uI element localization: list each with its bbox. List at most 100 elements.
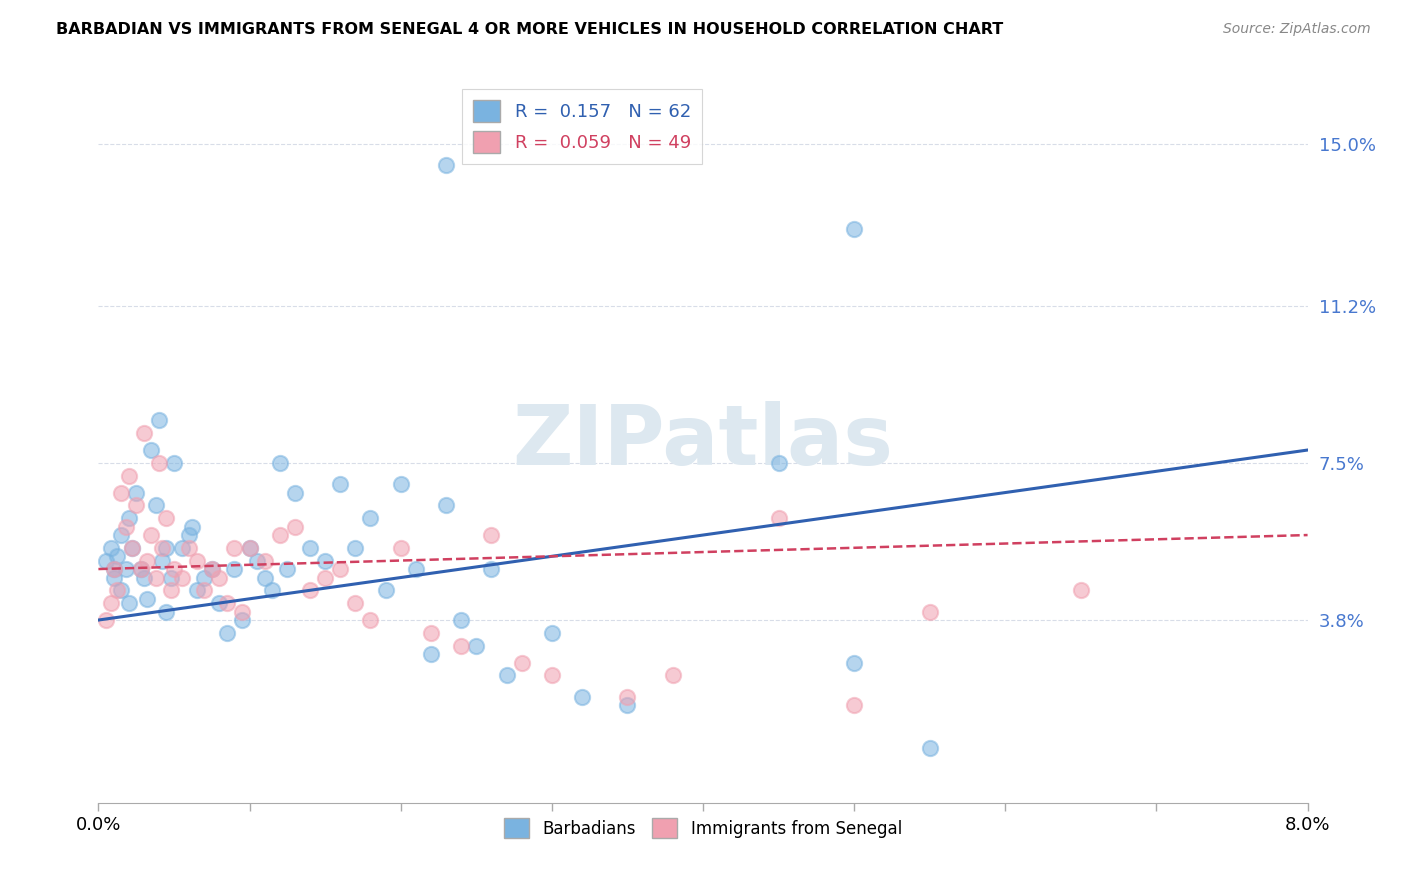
- Point: [118, 596, 141, 610]
- Point: [284, 485, 307, 500]
- Point: [329, 477, 352, 491]
- Point: [201, 562, 224, 576]
- Point: [135, 591, 157, 606]
- Point: [179, 541, 201, 555]
- Text: BARBADIAN VS IMMIGRANTS FROM SENEGAL 4 OR MORE VEHICLES IN HOUSEHOLD CORRELATION: BARBADIAN VS IMMIGRANTS FROM SENEGAL 4 O…: [56, 22, 1004, 37]
- Point: [103, 562, 125, 576]
- Point: [661, 668, 683, 682]
- Point: [224, 562, 246, 576]
- Point: [132, 425, 155, 440]
- Point: [105, 583, 128, 598]
- Point: [181, 519, 204, 533]
- Point: [269, 528, 291, 542]
- Point: [201, 562, 224, 576]
- Point: [110, 528, 132, 542]
- Point: [141, 528, 163, 542]
- Point: [100, 596, 122, 610]
- Point: [105, 549, 128, 564]
- Point: [129, 562, 152, 576]
- Point: [208, 596, 231, 610]
- Point: [215, 596, 238, 610]
- Point: [253, 553, 276, 567]
- Point: [344, 596, 367, 610]
- Point: [179, 528, 201, 542]
- Point: [262, 583, 284, 598]
- Point: [125, 498, 148, 512]
- Point: [215, 625, 238, 640]
- Point: [450, 613, 472, 627]
- Point: [918, 740, 941, 755]
- Point: [389, 477, 412, 491]
- Point: [186, 553, 208, 567]
- Point: [231, 605, 253, 619]
- Point: [145, 498, 167, 512]
- Point: [155, 541, 177, 555]
- Point: [239, 541, 262, 555]
- Point: [389, 541, 412, 555]
- Point: [150, 541, 173, 555]
- Point: [314, 570, 336, 584]
- Point: [844, 222, 866, 236]
- Point: [121, 541, 143, 555]
- Point: [239, 541, 262, 555]
- Point: [193, 583, 215, 598]
- Legend: Barbadians, Immigrants from Senegal: Barbadians, Immigrants from Senegal: [498, 812, 908, 845]
- Point: [768, 456, 790, 470]
- Point: [125, 485, 148, 500]
- Point: [284, 519, 307, 533]
- Point: [148, 456, 170, 470]
- Point: [246, 553, 269, 567]
- Point: [155, 511, 177, 525]
- Point: [103, 562, 125, 576]
- Point: [110, 583, 132, 598]
- Point: [163, 456, 186, 470]
- Point: [495, 668, 517, 682]
- Point: [94, 553, 117, 567]
- Point: [571, 690, 593, 704]
- Point: [110, 485, 132, 500]
- Point: [329, 562, 352, 576]
- Point: [163, 562, 186, 576]
- Point: [231, 613, 253, 627]
- Point: [224, 541, 246, 555]
- Point: [150, 553, 173, 567]
- Point: [374, 583, 396, 598]
- Point: [405, 562, 427, 576]
- Point: [160, 570, 183, 584]
- Point: [103, 570, 125, 584]
- Point: [132, 570, 155, 584]
- Point: [420, 625, 443, 640]
- Text: ZIPatlas: ZIPatlas: [513, 401, 893, 482]
- Point: [510, 656, 533, 670]
- Point: [540, 668, 562, 682]
- Text: Source: ZipAtlas.com: Source: ZipAtlas.com: [1223, 22, 1371, 37]
- Point: [269, 456, 291, 470]
- Point: [1070, 583, 1092, 598]
- Point: [616, 690, 638, 704]
- Point: [434, 158, 457, 172]
- Point: [465, 639, 488, 653]
- Point: [135, 553, 157, 567]
- Point: [360, 511, 382, 525]
- Point: [186, 583, 208, 598]
- Point: [208, 570, 231, 584]
- Point: [918, 605, 941, 619]
- Point: [314, 553, 336, 567]
- Point: [616, 698, 638, 712]
- Point: [299, 583, 322, 598]
- Point: [253, 570, 276, 584]
- Point: [450, 639, 472, 653]
- Point: [170, 570, 193, 584]
- Point: [148, 413, 170, 427]
- Point: [100, 541, 122, 555]
- Point: [114, 562, 136, 576]
- Point: [94, 613, 117, 627]
- Point: [170, 541, 193, 555]
- Point: [118, 511, 141, 525]
- Point: [276, 562, 298, 576]
- Point: [481, 528, 503, 542]
- Point: [121, 541, 143, 555]
- Point: [481, 562, 503, 576]
- Point: [155, 605, 177, 619]
- Point: [420, 647, 443, 661]
